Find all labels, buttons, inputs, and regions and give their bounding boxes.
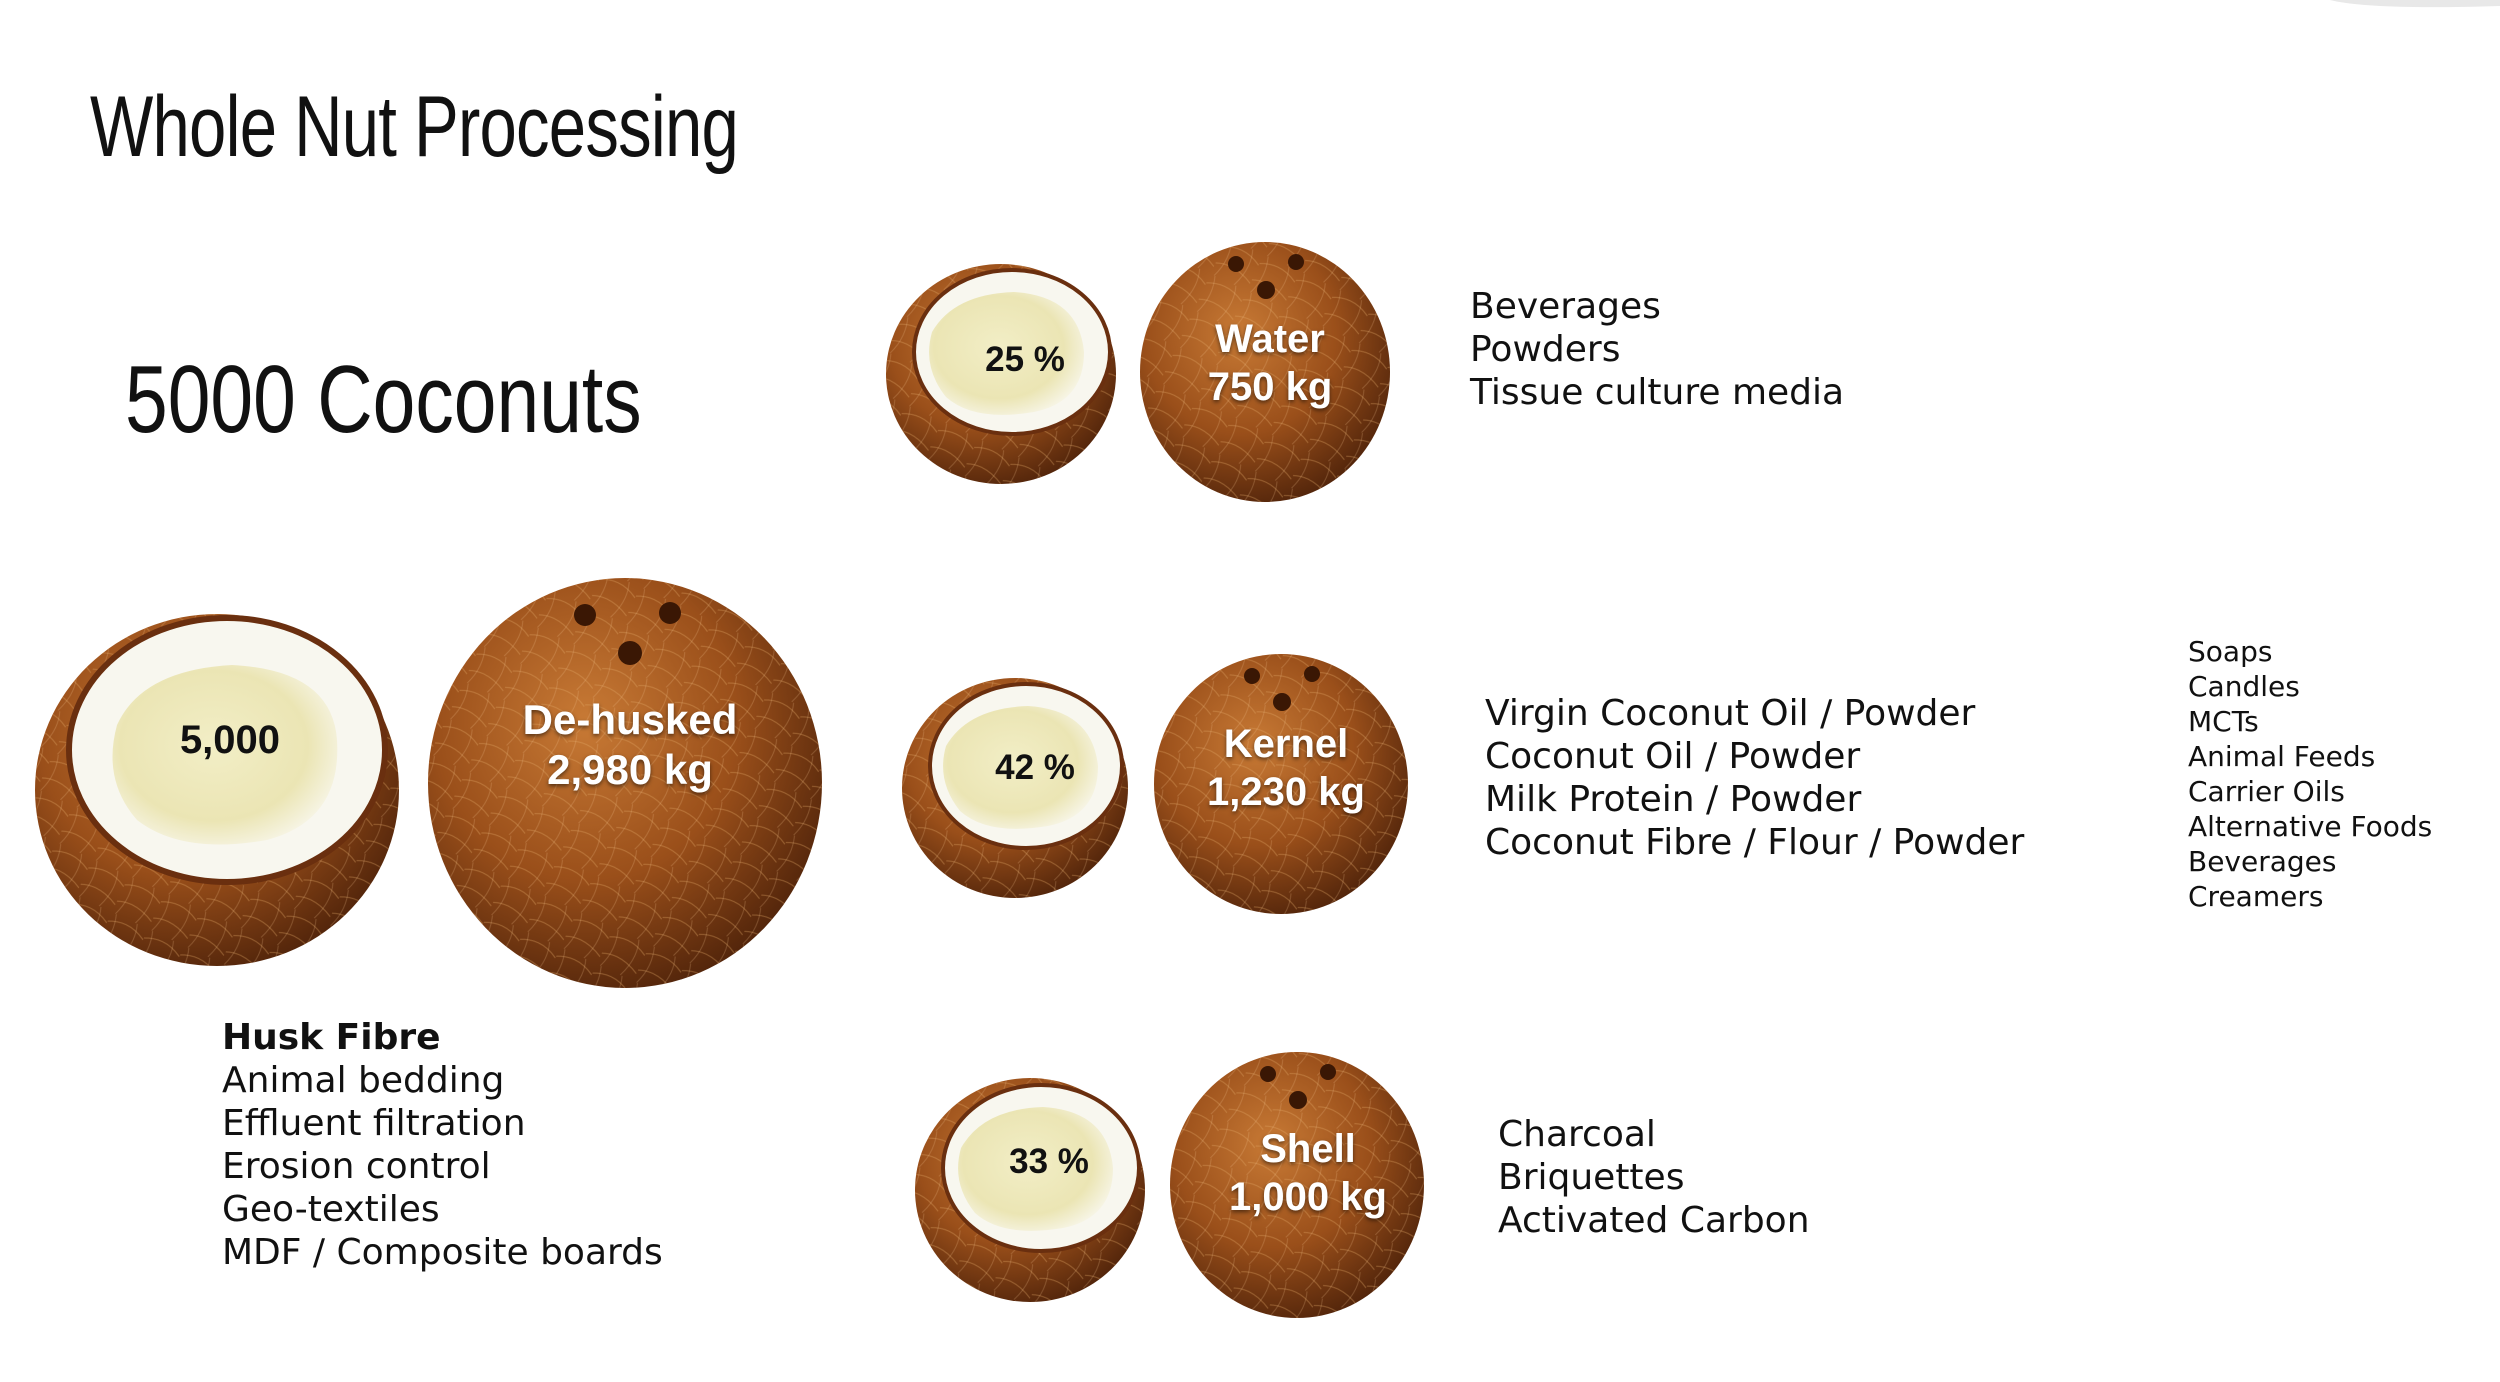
- whole-coconut-shell-icon: [1170, 1052, 1424, 1318]
- list-item: Milk Protein / Powder: [1485, 779, 1862, 820]
- list-item: Briquettes: [1498, 1157, 1685, 1198]
- list-item: Carrier Oils: [2188, 775, 2345, 808]
- list-item: Geo-textiles: [222, 1189, 440, 1230]
- page-title: Whole Nut Processing: [90, 79, 739, 175]
- main-heading: 5000 Coconuts: [125, 346, 642, 453]
- list-item: Alternative Foods: [2188, 810, 2433, 843]
- dehusked-weight: 2,980 kg: [547, 746, 713, 794]
- whole-coconut-water-icon: [1140, 242, 1390, 502]
- list-item: Animal Feeds: [2188, 740, 2376, 773]
- whole-count-label: 5,000: [179, 718, 281, 762]
- shell-weight: 1,000 kg: [1229, 1175, 1387, 1219]
- dehusked-label: De-husked 2,980 kg: [470, 695, 790, 796]
- list-item: Tissue culture media: [1470, 372, 1845, 413]
- kernel-uses-list: Virgin Coconut Oil / Powder Coconut Oil …: [1485, 692, 2024, 864]
- list-item: Powders: [1470, 329, 1621, 370]
- corner-decoration: [2330, 0, 2500, 8]
- kernel-label: Kernel 1,230 kg: [1176, 720, 1396, 816]
- list-item: Soaps: [2188, 635, 2273, 668]
- list-item: MCTs: [2188, 705, 2259, 738]
- water-weight: 750 kg: [1207, 365, 1333, 409]
- oil-uses-list: Soaps Candles MCTs Animal Feeds Carrier …: [2188, 634, 2432, 914]
- list-item: Beverages: [2188, 845, 2337, 878]
- halved-coconut-shell-icon: [915, 1078, 1145, 1302]
- halved-coconut-kernel-icon: [902, 678, 1128, 898]
- shell-percent: 33 %: [1009, 1142, 1089, 1181]
- water-name: Water: [1215, 317, 1325, 361]
- list-item: Coconut Fibre / Flour / Powder: [1485, 822, 2025, 863]
- list-item: Creamers: [2188, 880, 2324, 913]
- water-label: Water 750 kg: [1160, 315, 1380, 411]
- list-item: Erosion control: [222, 1146, 491, 1187]
- dehusked-name: De-husked: [522, 696, 738, 743]
- list-item: Virgin Coconut Oil / Powder: [1485, 693, 1976, 734]
- halved-coconut-water-icon: [886, 264, 1116, 484]
- shell-label: Shell 1,000 kg: [1198, 1125, 1418, 1221]
- list-item: Effluent filtration: [222, 1103, 526, 1144]
- kernel-weight: 1,230 kg: [1207, 770, 1365, 814]
- list-item: MDF / Composite boards: [222, 1232, 663, 1273]
- water-uses-list: Beverages Powders Tissue culture media: [1470, 285, 1844, 414]
- list-item: Activated Carbon: [1498, 1200, 1810, 1241]
- list-item: Candles: [2188, 670, 2300, 703]
- dehusked-coconut-icon: [428, 578, 822, 988]
- whole-coconut-kernel-icon: [1154, 654, 1408, 914]
- list-item: Charcoal: [1498, 1114, 1656, 1155]
- husk-fibre-list: Husk Fibre Animal bedding Effluent filtr…: [222, 1016, 663, 1274]
- list-item: Coconut Oil / Powder: [1485, 736, 1861, 777]
- shell-uses-list: Charcoal Briquettes Activated Carbon: [1498, 1113, 1810, 1242]
- kernel-percent: 42 %: [995, 748, 1075, 787]
- kernel-name: Kernel: [1223, 722, 1349, 766]
- list-item: Beverages: [1470, 286, 1661, 327]
- water-percent: 25 %: [985, 340, 1065, 379]
- halved-coconut-large-icon: [35, 614, 399, 966]
- list-item: Animal bedding: [222, 1060, 505, 1101]
- shell-name: Shell: [1260, 1127, 1356, 1171]
- husk-fibre-title: Husk Fibre: [222, 1017, 441, 1058]
